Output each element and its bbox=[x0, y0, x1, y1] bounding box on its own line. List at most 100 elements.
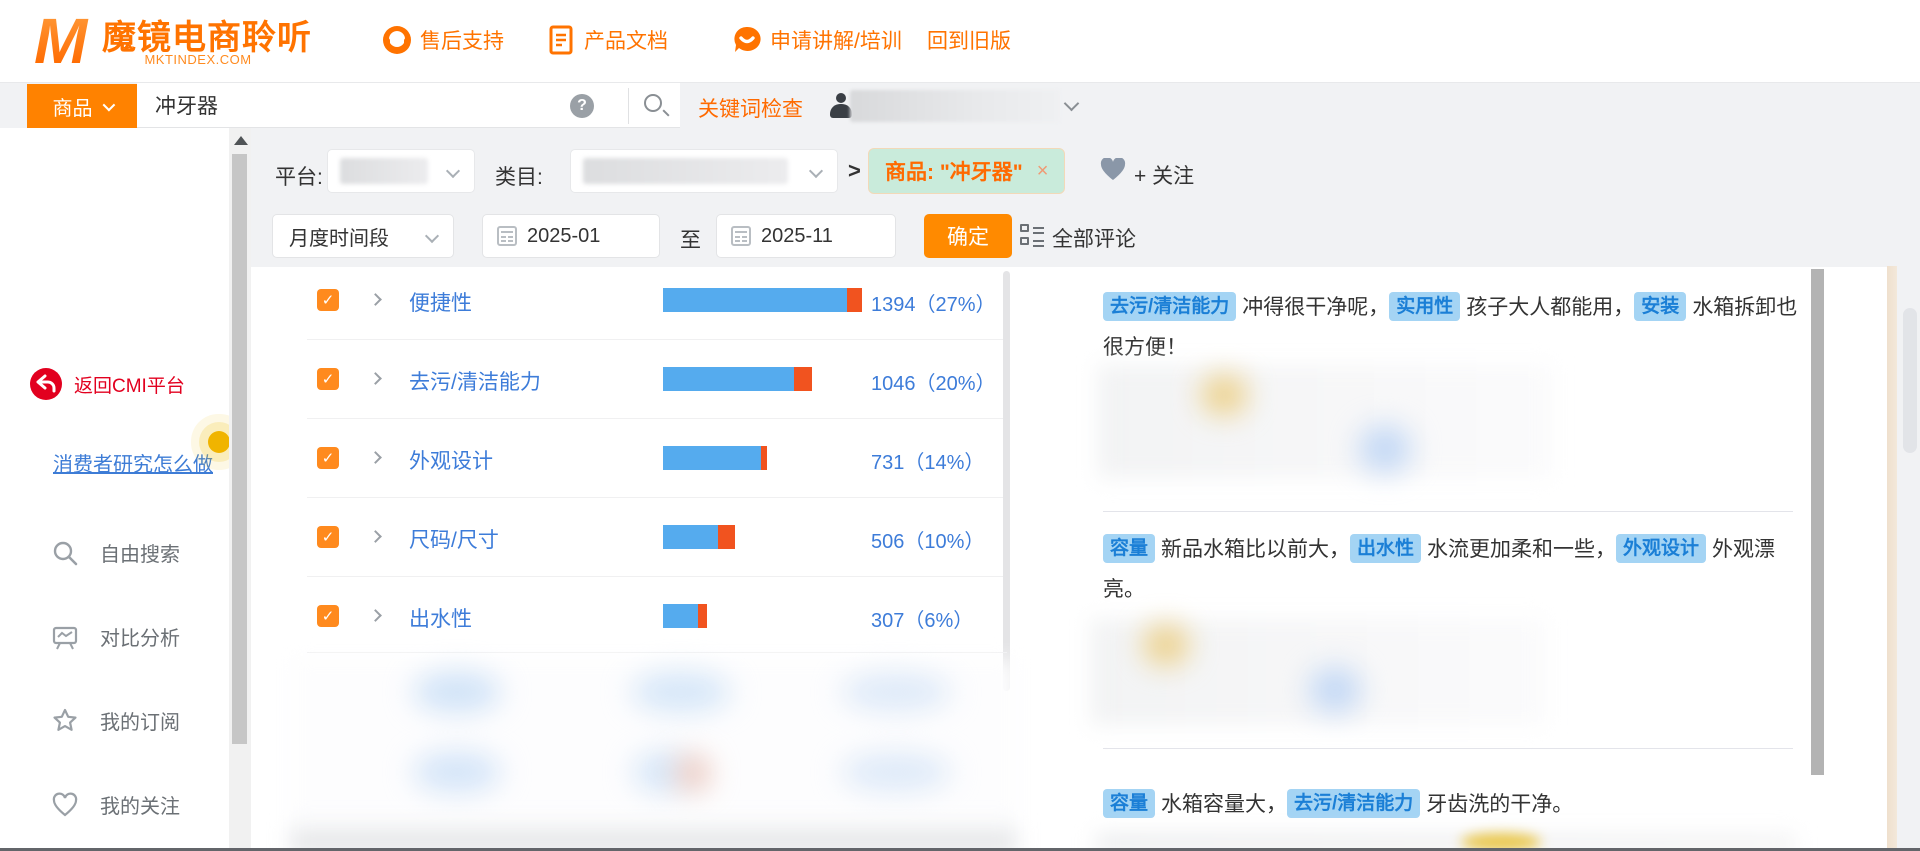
attribute-value: 731（14%） bbox=[871, 452, 985, 474]
nav-old-version[interactable]: 回到旧版 bbox=[927, 22, 1011, 58]
follow-button[interactable]: + 关注 bbox=[1134, 165, 1195, 188]
bar-negative-segment bbox=[847, 288, 862, 312]
platform-value-redacted bbox=[340, 158, 428, 184]
chevron-right-icon[interactable] bbox=[369, 609, 382, 622]
product-chip-label: 商品: "冲牙器" bbox=[885, 161, 1023, 184]
review-text: 冲得很干净呢， bbox=[1242, 296, 1390, 319]
chevron-right-icon[interactable] bbox=[369, 530, 382, 543]
divider bbox=[307, 497, 1007, 498]
sidebar-item-2[interactable]: 对比分析 bbox=[52, 622, 180, 651]
nav-training[interactable]: 申请讲解/培训 bbox=[732, 22, 902, 58]
attribute-value: 307（6%） bbox=[871, 610, 974, 632]
attribute-value: 506（10%） bbox=[871, 531, 985, 553]
review-text: 孩子大人都能用， bbox=[1466, 296, 1635, 319]
review-text: 新品水箱比以前大， bbox=[1161, 538, 1351, 561]
attribute-bar bbox=[663, 367, 812, 391]
product-filter-chip[interactable]: 商品: "冲牙器" × bbox=[868, 148, 1066, 194]
period-type-dropdown[interactable]: 月度时间段 bbox=[272, 214, 454, 258]
aspect-tag: 实用性 bbox=[1389, 292, 1461, 321]
redacted-bar-negative bbox=[676, 755, 710, 791]
redacted-bar bbox=[631, 672, 731, 712]
nav-docs[interactable]: 产品文档 bbox=[546, 22, 668, 58]
bar-negative-segment bbox=[794, 367, 812, 391]
aspect-tag: 外观设计 bbox=[1616, 534, 1707, 563]
heart-outline-icon bbox=[52, 792, 78, 818]
review-text: 水箱容量大， bbox=[1161, 793, 1288, 816]
confirm-button[interactable]: 确定 bbox=[924, 214, 1012, 258]
date-to-input[interactable]: 2025-11 bbox=[716, 214, 896, 258]
review-scrollbar-thumb[interactable] bbox=[1811, 269, 1824, 775]
sidebar-item-label: 我的关注 bbox=[100, 796, 180, 818]
aspect-tag: 去污/清洁能力 bbox=[1287, 789, 1421, 818]
top-header: M 魔镜电商聆听 MKTINDEX.COM 售后支持 产品文档 申请讲解/培训 … bbox=[0, 0, 1920, 82]
attribute-value: 1394（27%） bbox=[871, 294, 996, 316]
attribute-checkbox[interactable]: ✓ bbox=[317, 526, 339, 548]
attribute-checkbox[interactable]: ✓ bbox=[317, 289, 339, 311]
attribute-checkbox[interactable]: ✓ bbox=[317, 605, 339, 627]
sidebar-item-1[interactable]: 自由搜索 bbox=[52, 538, 180, 567]
attribute-label[interactable]: 尺码/尺寸 bbox=[409, 529, 499, 552]
search-icon bbox=[52, 540, 78, 566]
brand-title[interactable]: 魔镜电商聆听 bbox=[102, 19, 312, 57]
attribute-list-scrollbar-thumb[interactable] bbox=[1003, 271, 1010, 691]
bar-negative-segment bbox=[718, 525, 735, 549]
divider bbox=[307, 652, 1007, 653]
help-icon[interactable]: ? bbox=[570, 94, 594, 118]
attribute-label[interactable]: 出水性 bbox=[409, 608, 472, 631]
document-icon bbox=[546, 25, 576, 55]
attribute-checkbox[interactable]: ✓ bbox=[317, 447, 339, 469]
chevron-right-icon[interactable] bbox=[369, 451, 382, 464]
redacted-label bbox=[413, 672, 501, 712]
aspect-tag: 出水性 bbox=[1350, 534, 1422, 563]
breadcrumb-separator: > bbox=[848, 158, 861, 183]
search-input[interactable]: 冲牙器 bbox=[137, 83, 680, 128]
bar-positive-segment bbox=[663, 367, 794, 391]
attribute-checkbox[interactable]: ✓ bbox=[317, 368, 339, 390]
bar-positive-segment bbox=[663, 604, 698, 628]
review-text: 水流更加柔和一些， bbox=[1427, 538, 1617, 561]
back-arrow-icon bbox=[30, 368, 62, 400]
sidebar-promo-link[interactable]: 消费者研究怎么做 bbox=[53, 454, 213, 476]
keyword-check-link[interactable]: 关键词检查 bbox=[698, 98, 803, 121]
sidebar-item-4[interactable]: 我的关注 bbox=[52, 790, 180, 819]
brand-logo-m-icon[interactable]: M bbox=[34, 4, 92, 77]
date-from-input[interactable]: 2025-01 bbox=[482, 214, 660, 258]
sidebar-item-3[interactable]: 我的订阅 bbox=[52, 706, 180, 735]
sidebar-scrollbar-thumb[interactable] bbox=[232, 154, 247, 744]
aspect-tag: 容量 bbox=[1103, 789, 1156, 818]
attribute-label[interactable]: 外观设计 bbox=[409, 450, 493, 473]
chevron-right-icon[interactable] bbox=[369, 372, 382, 385]
close-icon[interactable]: × bbox=[1036, 159, 1049, 182]
redacted-link-blue bbox=[1309, 667, 1361, 713]
aspect-tag: 去污/清洁能力 bbox=[1103, 292, 1237, 321]
category-dropdown[interactable] bbox=[570, 149, 838, 193]
search-icon[interactable] bbox=[643, 93, 670, 119]
attribute-label[interactable]: 去污/清洁能力 bbox=[409, 371, 541, 394]
sidebar-item-label: 自由搜索 bbox=[100, 544, 180, 566]
search-category-dropdown[interactable]: 商品 bbox=[27, 84, 137, 128]
all-comments-label: 全部评论 bbox=[1052, 228, 1136, 251]
platform-dropdown[interactable] bbox=[327, 149, 475, 193]
chevron-right-icon[interactable] bbox=[369, 293, 382, 306]
nav-label: 产品文档 bbox=[584, 30, 668, 53]
nav-aftersales[interactable]: 售后支持 bbox=[382, 22, 504, 58]
redacted-link-blue bbox=[1359, 425, 1411, 473]
calendar-icon bbox=[497, 226, 517, 246]
redacted-value bbox=[841, 753, 951, 791]
platform-label: 平台: bbox=[275, 166, 323, 189]
brand-domain: MKTINDEX.COM bbox=[144, 52, 252, 67]
review-text: 外观漂亮。 bbox=[1103, 538, 1776, 601]
username-redacted[interactable] bbox=[850, 90, 1060, 122]
scroll-up-arrow-icon[interactable] bbox=[234, 136, 248, 145]
search-category-label: 商品 bbox=[52, 97, 93, 120]
page-scrollbar-thumb[interactable] bbox=[1903, 308, 1917, 453]
sidebar-back-cmi[interactable]: 返回CMI平台 bbox=[30, 368, 185, 400]
redacted-review-clipped bbox=[1096, 835, 1796, 851]
redacted-row-clipped bbox=[291, 822, 1016, 851]
attribute-bar bbox=[663, 446, 767, 470]
attribute-label[interactable]: 便捷性 bbox=[409, 292, 472, 315]
heart-icon[interactable] bbox=[1100, 157, 1126, 182]
sidebar-item-label: 对比分析 bbox=[100, 628, 180, 650]
review-item: 容量 新品水箱比以前大， 出水性 水流更加柔和一些， 外观设计 外观漂亮。 bbox=[1103, 530, 1803, 610]
date-from-value: 2025-01 bbox=[527, 224, 601, 247]
